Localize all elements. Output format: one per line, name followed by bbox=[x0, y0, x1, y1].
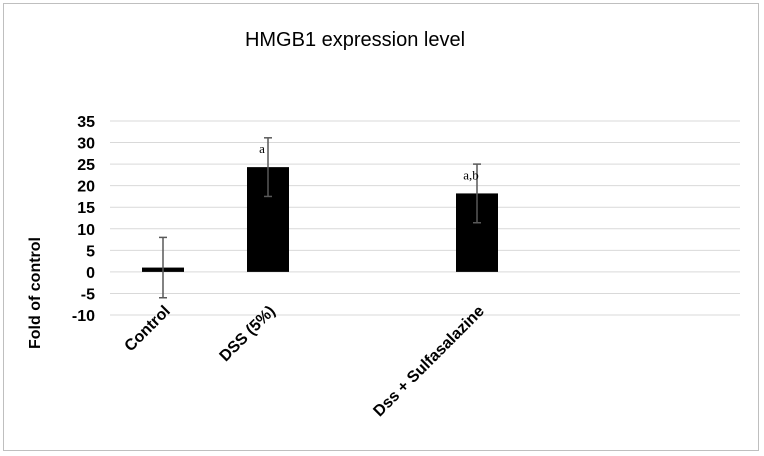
error-bars bbox=[159, 137, 481, 299]
y-tick-label: -10 bbox=[72, 308, 95, 325]
x-category-label: Dss + Sulfasalazine bbox=[370, 303, 487, 420]
y-tick-label: 30 bbox=[77, 136, 95, 153]
chart-title: HMGB1 expression level bbox=[245, 29, 465, 51]
y-tick-label: 5 bbox=[86, 243, 95, 260]
gridlines bbox=[110, 120, 740, 316]
x-category-label: DSS (5%) bbox=[217, 303, 279, 365]
bars bbox=[142, 167, 498, 272]
x-category-label: Control bbox=[122, 303, 174, 355]
y-tick-label: 15 bbox=[77, 200, 95, 217]
annotations: a a,b bbox=[259, 141, 479, 182]
significance-label: a,b bbox=[463, 167, 479, 182]
y-tick-label: 25 bbox=[77, 157, 95, 174]
y-axis-ticks: 35 30 25 20 15 10 5 0 -5 -10 bbox=[72, 114, 95, 325]
y-tick-label: 35 bbox=[77, 114, 95, 131]
y-tick-label: 20 bbox=[77, 179, 95, 196]
y-tick-label: -5 bbox=[81, 286, 95, 303]
y-tick-label: 0 bbox=[86, 265, 95, 282]
y-tick-label: 10 bbox=[77, 222, 95, 239]
y-axis-label: Fold of control bbox=[27, 237, 44, 349]
chart-frame bbox=[3, 3, 759, 451]
x-axis-categories: Control DSS (5%) Dss + Sulfasalazine bbox=[122, 303, 488, 420]
significance-label: a bbox=[259, 141, 265, 156]
